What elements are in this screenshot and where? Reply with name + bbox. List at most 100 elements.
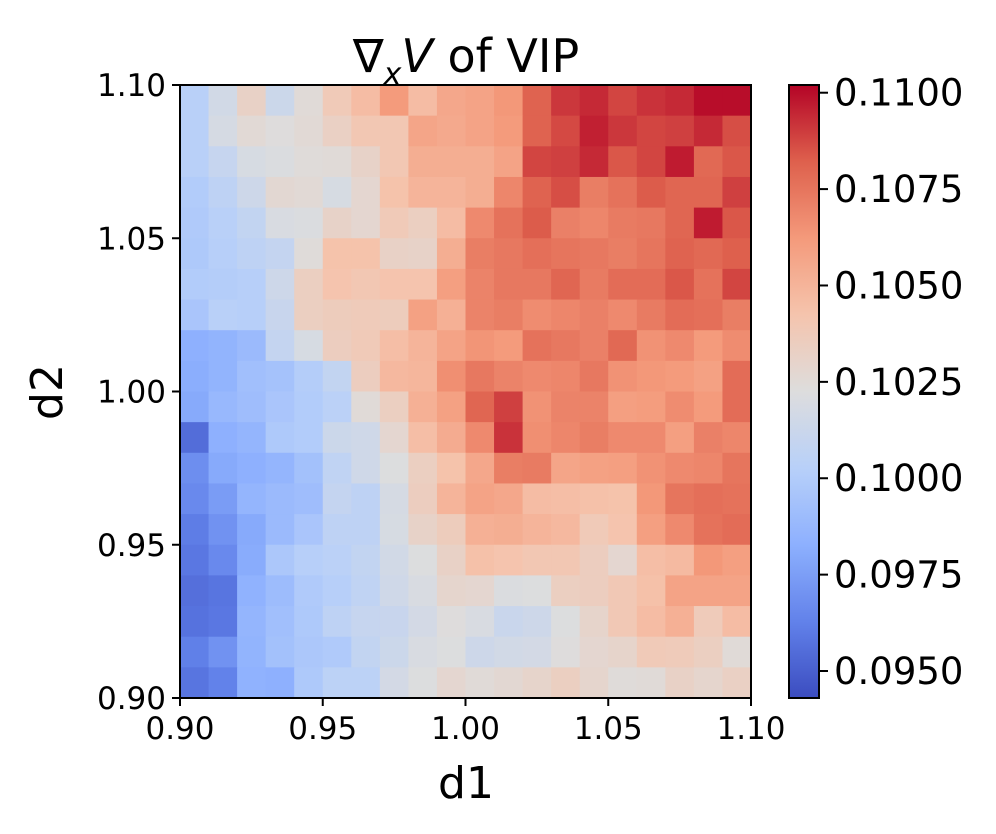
heatmap-cell: [322, 636, 352, 668]
heatmap-cell: [551, 452, 581, 485]
heatmap-cell: [379, 606, 409, 638]
heatmap-cell: [180, 667, 210, 699]
heatmap-cell: [208, 575, 238, 607]
heatmap-cell: [522, 268, 552, 301]
colorbar-tick-label: 0.1025: [834, 361, 963, 404]
heatmap-cell: [208, 544, 238, 576]
heatmap-cell: [208, 391, 238, 423]
heatmap-cell: [665, 207, 695, 239]
heatmap-cell: [265, 391, 295, 423]
heatmap-cell: [665, 452, 695, 485]
heatmap-cell: [722, 483, 752, 515]
heatmap-cell: [522, 636, 552, 668]
heatmap-cell: [722, 544, 752, 576]
heatmap-cell: [636, 452, 666, 485]
colorbar-tick-label: 0.1075: [834, 168, 963, 211]
x-tick-label: 0.95: [288, 711, 357, 747]
heatmap-cell: [636, 360, 666, 393]
heatmap-cell: [579, 483, 609, 515]
heatmap-cell: [408, 238, 438, 270]
heatmap-cell: [579, 606, 609, 638]
heatmap-cell: [608, 667, 638, 699]
heatmap-cell: [208, 85, 238, 117]
heatmap-cell: [693, 176, 724, 209]
heatmap-cell: [522, 176, 552, 209]
heatmap-cell: [693, 514, 724, 546]
heatmap-cell: [294, 207, 324, 239]
heatmap-cell: [379, 483, 409, 515]
heatmap-cell: [237, 115, 267, 147]
y-axis-label: d2: [22, 364, 73, 420]
heatmap-cell: [522, 606, 552, 638]
heatmap-cell: [608, 483, 638, 515]
heatmap-cell: [722, 391, 752, 423]
heatmap-cell: [522, 391, 552, 423]
heatmap-cell: [608, 544, 638, 576]
heatmap-cell: [436, 575, 467, 607]
heatmap-cell: [180, 636, 210, 668]
heatmap-cell: [208, 207, 238, 239]
heatmap-cell: [551, 85, 581, 117]
heatmap-cell: [237, 391, 267, 423]
heatmap-cell: [408, 330, 438, 362]
heatmap-cell: [351, 238, 381, 270]
heatmap-cell: [522, 299, 552, 331]
heatmap-cell: [408, 146, 438, 178]
heatmap-cell: [722, 422, 752, 454]
heatmap-cell: [379, 360, 409, 393]
heatmap-cell: [665, 514, 695, 546]
heatmap-cell: [693, 238, 724, 270]
heatmap-cell: [636, 207, 666, 239]
heatmap-cell: [693, 85, 724, 117]
heatmap-cell: [237, 238, 267, 270]
heatmap-cell: [551, 146, 581, 178]
heatmap-cell: [722, 330, 752, 362]
heatmap-cell: [722, 146, 752, 178]
heatmap-cell: [551, 391, 581, 423]
heatmap-cell: [494, 391, 524, 423]
heatmap-cell: [693, 207, 724, 239]
heatmap-cell: [722, 299, 752, 331]
heatmap-cell: [465, 391, 495, 423]
y-tick-label: 1.10: [97, 68, 166, 104]
heatmap-cell: [608, 268, 638, 301]
heatmap-cell: [494, 238, 524, 270]
heatmap-cell: [608, 299, 638, 331]
heatmap-cell: [579, 452, 609, 485]
heatmap-cell: [322, 85, 352, 117]
heatmap-cell: [322, 360, 352, 393]
heatmap-cell: [522, 575, 552, 607]
heatmap-cell: [322, 483, 352, 515]
heatmap-cell: [180, 330, 210, 362]
heatmap-cell: [351, 299, 381, 331]
heatmap-cell: [579, 667, 609, 699]
heatmap-cell: [294, 85, 324, 117]
heatmap-cell: [665, 360, 695, 393]
heatmap-cell: [322, 176, 352, 209]
heatmap-cell: [180, 483, 210, 515]
heatmap-cell: [180, 115, 210, 147]
heatmap-cell: [436, 85, 467, 117]
heatmap-cell: [608, 575, 638, 607]
heatmap-cell: [551, 606, 581, 638]
heatmap-cell: [294, 544, 324, 576]
heatmap-cell: [636, 330, 666, 362]
colorbar-tick-label: 0.0950: [834, 650, 963, 693]
heatmap-cell: [408, 575, 438, 607]
heatmap-cell: [294, 575, 324, 607]
heatmap-cell: [551, 360, 581, 393]
heatmap-cell: [379, 544, 409, 576]
title-nabla: ∇: [352, 29, 384, 83]
heatmap-cell: [180, 452, 210, 485]
heatmap-cell: [436, 238, 467, 270]
heatmap-cell: [693, 636, 724, 668]
heatmap-cell: [180, 514, 210, 546]
heatmap-cell: [665, 575, 695, 607]
heatmap-cell: [294, 422, 324, 454]
heatmap-cell: [180, 606, 210, 638]
heatmap-cell: [322, 268, 352, 301]
heatmap-cell: [579, 514, 609, 546]
y-tick-label: 0.95: [97, 528, 166, 564]
heatmap-cell: [636, 176, 666, 209]
heatmap-cell: [494, 667, 524, 699]
